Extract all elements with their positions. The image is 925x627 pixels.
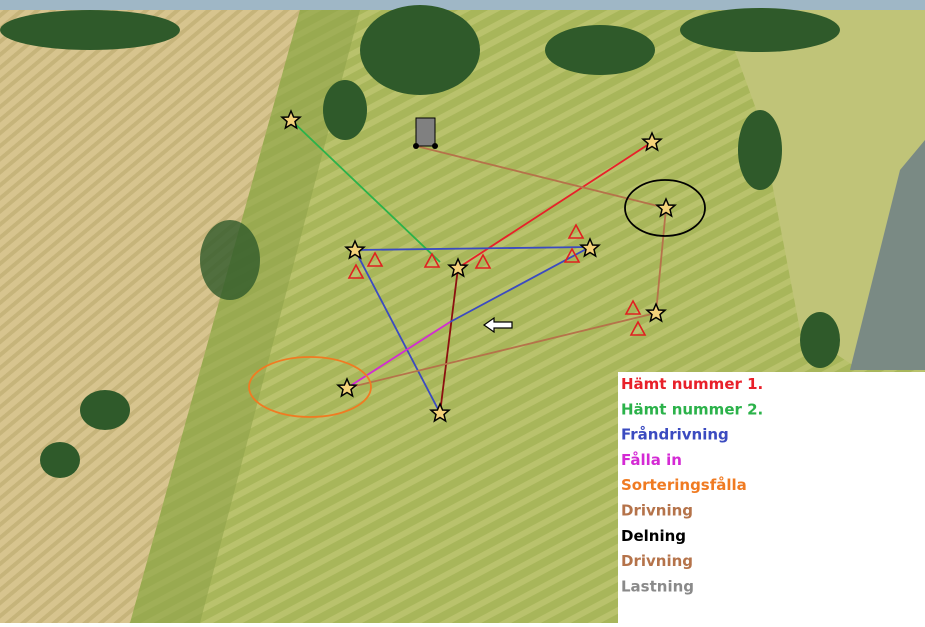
annotated-aerial-photo: Hämt nummer 1. Hämt nummer 2. Fråndrivning…: [0, 0, 925, 623]
legend-item: Sorteringsfålla: [621, 476, 747, 494]
legend-item: Hämt nummer 1.: [621, 375, 763, 393]
legend-item: Fråndrivning: [621, 426, 729, 444]
legend-item: Hämt nummer 2.: [621, 400, 763, 418]
legend-item: Drivning: [621, 502, 693, 520]
truck: [413, 118, 438, 149]
legend-item: Fålla in: [621, 451, 682, 469]
legend-item: Lastning: [621, 577, 694, 595]
sky-edge: [0, 0, 925, 10]
legend-item: Drivning: [621, 552, 693, 570]
legend-item: Delning: [621, 527, 686, 545]
